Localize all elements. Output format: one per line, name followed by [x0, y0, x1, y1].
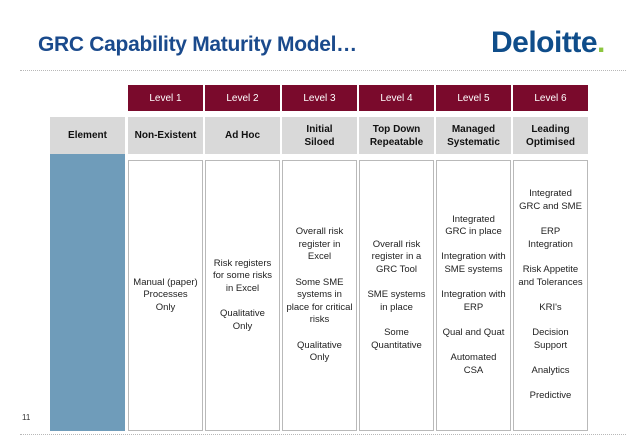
slide-title: GRC Capability Maturity Model…	[38, 33, 357, 56]
deloitte-logo: Deloitte.	[491, 26, 605, 60]
title-divider	[20, 70, 626, 71]
level-4-description: Overall risk register in a GRC Tool SME …	[367, 238, 426, 351]
level-4-name-text: Top Down Repeatable	[369, 123, 424, 148]
element-header: Element	[50, 117, 125, 154]
level-5-name: Managed Systematic	[436, 117, 511, 154]
level-1-name: Non-Existent	[128, 117, 203, 154]
level-6-name-text: Leading Optimised	[526, 123, 575, 148]
level-1-name-text: Non-Existent	[134, 130, 197, 141]
level-1-header: Level 1	[128, 85, 203, 111]
level-3-name-text: Initial Siloed	[304, 123, 335, 148]
level-5-name-text: Managed Systematic	[447, 123, 500, 148]
logo-dot: .	[597, 26, 605, 59]
level-2-description-cell: Risk registers for some risks in Excel Q…	[205, 160, 280, 431]
level-5-header: Level 5	[436, 85, 511, 111]
level-5-description: Integrated GRC in place Integration with…	[441, 213, 506, 376]
level-6-description-cell: Integrated GRC and SME ERP Integration R…	[513, 160, 588, 431]
level-2-description: Risk registers for some risks in Excel Q…	[212, 257, 273, 332]
footer-divider	[20, 434, 626, 435]
level-4-header: Level 4	[359, 85, 434, 111]
page-number: 11	[22, 413, 31, 422]
level-3-description: Overall risk register in Excel Some SME …	[286, 226, 353, 364]
level-6-header: Level 6	[513, 85, 588, 111]
level-3-header: Level 3	[282, 85, 357, 111]
level-4-name: Top Down Repeatable	[359, 117, 434, 154]
level-1-description-cell: Manual (paper) Processes Only	[128, 160, 203, 431]
logo-text: Deloitte	[491, 26, 598, 59]
level-2-name: Ad Hoc	[205, 117, 280, 154]
element-column	[50, 117, 125, 431]
level-3-name: Initial Siloed	[282, 117, 357, 154]
level-6-description: Integrated GRC and SME ERP Integration R…	[518, 188, 583, 401]
level-1-description: Manual (paper) Processes Only	[133, 276, 198, 313]
level-2-header: Level 2	[205, 85, 280, 111]
level-2-name-text: Ad Hoc	[225, 130, 260, 141]
level-4-description-cell: Overall risk register in a GRC Tool SME …	[359, 160, 434, 431]
level-5-description-cell: Integrated GRC in place Integration with…	[436, 160, 511, 431]
level-3-description-cell: Overall risk register in Excel Some SME …	[282, 160, 357, 431]
level-6-name: Leading Optimised	[513, 117, 588, 154]
